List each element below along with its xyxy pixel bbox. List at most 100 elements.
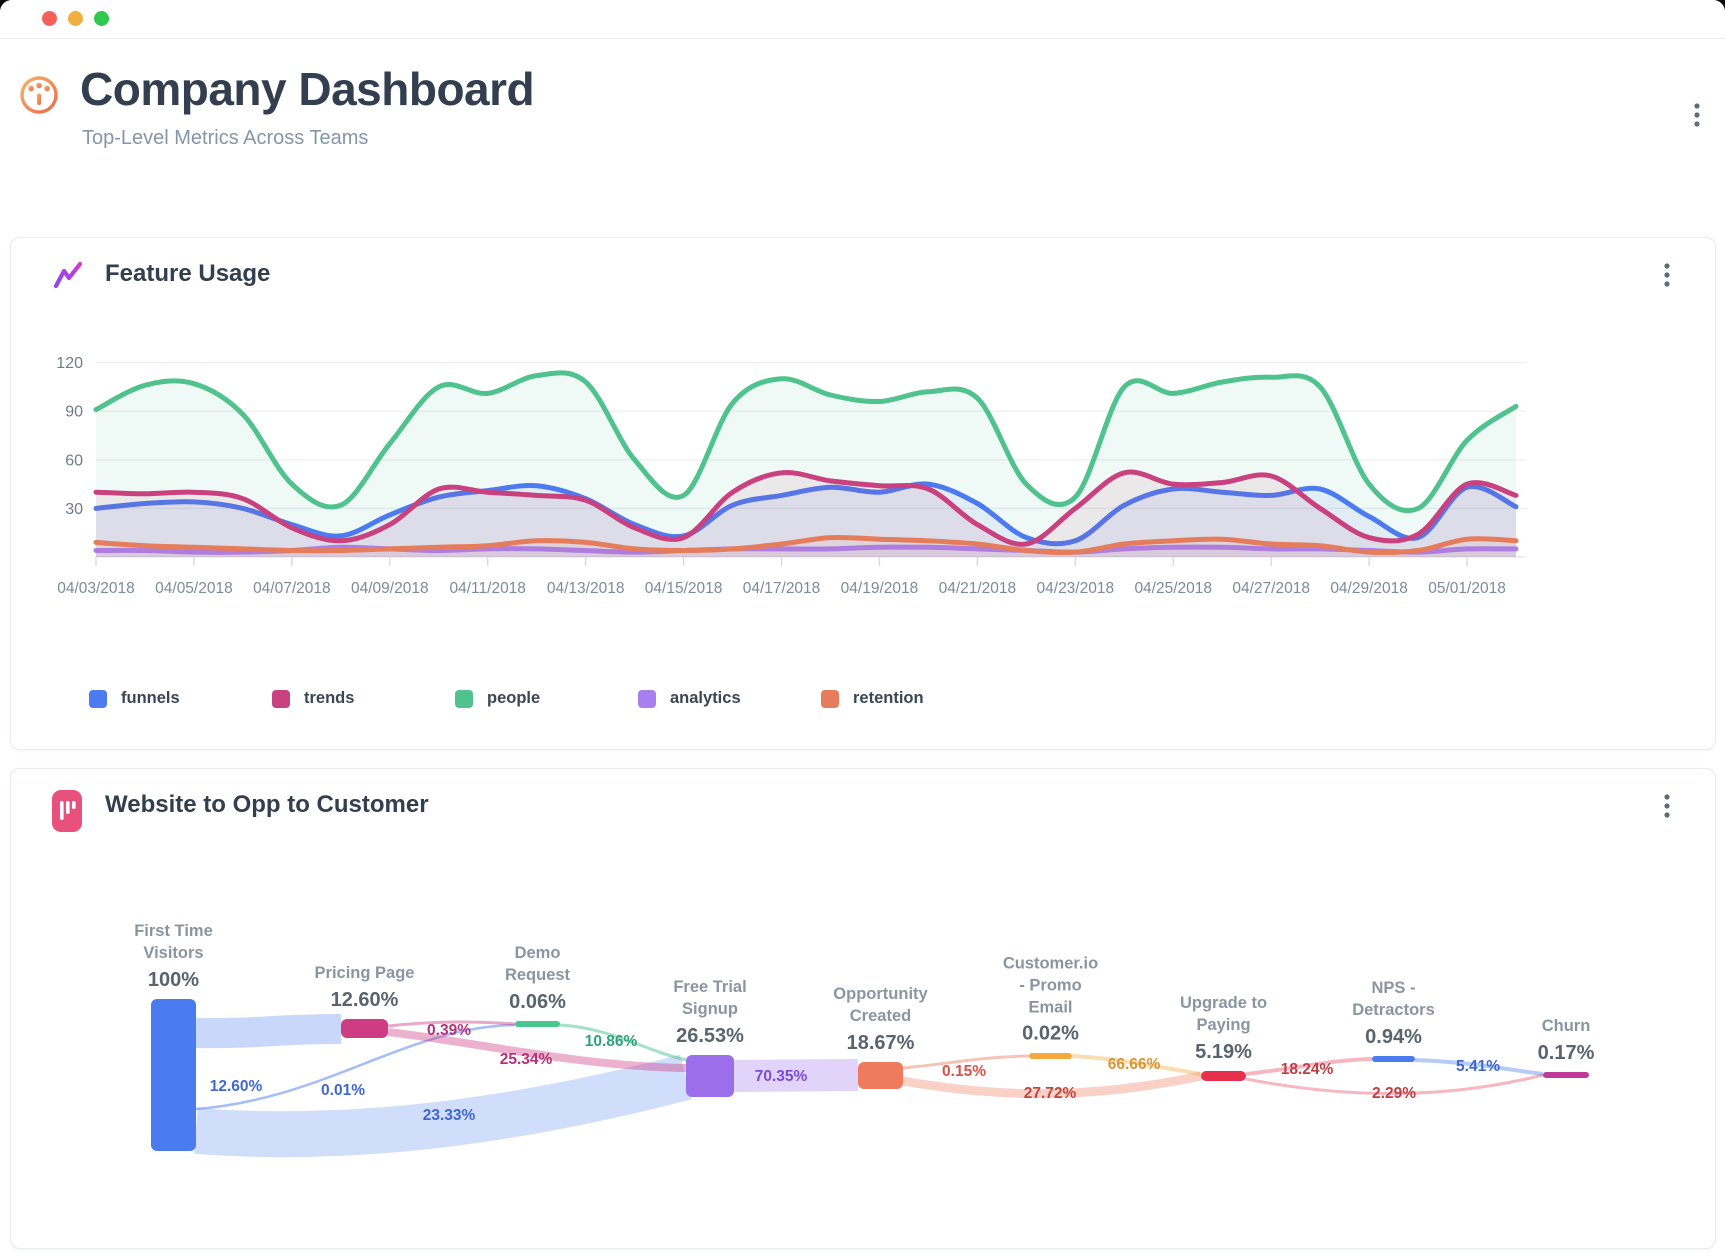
feature-usage-chart: 30 60 90 120 04/03/2018 04/05/2018 04/07/2018 0… [11,238,1715,749]
x-axis-tick-label: 04/15/2018 [645,580,723,597]
y-axis-tick-label: 90 [65,404,83,421]
kebab-menu-icon [1694,103,1700,127]
x-axis-tick-label: 04/09/2018 [351,580,429,597]
card-title-feature-usage: Feature Usage [105,260,271,287]
sankey-link-label-first_time_visitors-to-demo_request: 0.01% [321,1082,365,1099]
sankey-node-name: First Time Visitors [134,922,213,962]
sankey-link-label-free_trial_signup-to-opportunity_created: 70.35% [754,1068,808,1085]
sankey-link-pricing_page-to-free_trial_signup[interactable] [387,1028,687,1072]
trend-line-icon [51,258,87,299]
sankey-node-percent: 18.67% [846,1031,915,1054]
sankey-link-label-upgrade_to_paying-to-churn: 2.29% [1372,1085,1416,1102]
x-axis-tick-label: 04/07/2018 [253,580,331,597]
sankey-node-customerio_promo_email[interactable] [1029,1053,1072,1059]
window-titlebar [0,0,1725,39]
card-title-funnel: Website to Opp to Customer [105,791,429,818]
minimize-window-button[interactable] [68,11,83,26]
sankey-link-free_trial_signup-to-opportunity_created[interactable] [733,1059,859,1092]
legend-swatch-people [455,689,473,708]
sankey-node-name: Demo Request [504,944,571,984]
sankey-link-label-upgrade_to_paying-to-nps_detractors: 18.24% [1280,1061,1334,1078]
y-axis-tick-label: 30 [65,501,83,518]
sankey-link-first_time_visitors-to-free_trial_signup[interactable] [194,1054,692,1158]
zoom-window-button[interactable] [94,11,109,26]
legend-label: people [487,689,541,707]
legend-swatch-analytics [638,689,656,708]
sankey-node-percent: 100% [147,968,200,991]
x-axis-tick-label: 04/05/2018 [155,580,233,597]
feature-usage-legend: funnels trends people analytics retention [89,689,1004,708]
sankey-link-upgrade_to_paying-to-churn[interactable] [1245,1073,1544,1096]
funnel-bars-icon [51,789,83,838]
legend-swatch-retention [821,689,839,708]
series-line-funnels[interactable] [93,481,1519,547]
sankey-link-nps_detractors-to-churn[interactable] [1414,1058,1544,1076]
feature-usage-menu-button[interactable] [1659,258,1675,292]
sankey-link-label-opportunity_created-to-upgrade_to_paying: 27.72% [1023,1085,1077,1102]
funnel-menu-button[interactable] [1659,789,1675,823]
series-line-retention[interactable] [93,534,1519,556]
kebab-menu-icon [1664,794,1670,818]
x-axis-tick-label: 04/27/2018 [1232,580,1310,597]
sankey-node-nps_detractors[interactable] [1372,1056,1415,1062]
legend-item-funnels[interactable]: funnels [89,689,272,708]
sankey-node-demo_request[interactable] [515,1021,560,1027]
sankey-node-name: NPS - Detractors [1352,979,1435,1019]
sankey-node-first_time_visitors[interactable] [151,999,196,1151]
x-axis-tick-label: 05/01/2018 [1428,580,1506,597]
sankey-node-name: Pricing Page [314,963,415,982]
sankey-node-name: Free Trial Signup [673,978,747,1018]
series-area-funnels [96,483,1516,557]
sankey-node-upgrade_to_paying[interactable] [1201,1071,1246,1081]
sankey-link-label-pricing_page-to-free_trial_signup: 25.34% [499,1051,553,1068]
series-line-people[interactable] [93,370,1519,514]
feature-usage-chart-svg: 30 60 90 120 04/03/2018 04/05/2018 04/07/2018 0… [56,355,1526,597]
sankey-link-first_time_visitors-to-demo_request[interactable] [195,1023,516,1111]
y-axis-tick-label: 120 [56,355,83,372]
page-title: Company Dashboard [80,63,535,115]
close-window-button[interactable] [42,11,57,26]
legend-label: trends [304,689,355,707]
x-axis-tick-label: 04/19/2018 [841,580,919,597]
sankey-node-name: Churn [1541,1016,1591,1035]
sankey-link-demo_request-to-free_trial_signup[interactable] [559,1023,687,1062]
legend-label: funnels [121,689,180,707]
sankey-node-label-churn: Churn 0.17% [1466,1016,1666,1066]
sankey-link-label-customerio_promo_email-to-upgrade_to_paying: 66.66% [1107,1056,1161,1073]
sankey-link-label-pricing_page-to-demo_request: 0.39% [427,1022,471,1039]
legend-label: analytics [670,689,741,707]
sankey-node-free_trial_signup[interactable] [686,1055,734,1097]
sankey-node-opportunity_created[interactable] [858,1062,903,1089]
legend-item-analytics[interactable]: analytics [638,689,821,708]
legend-item-people[interactable]: people [455,689,638,708]
sankey-node-label-opportunity_created: Opportunity Created 18.67% [781,984,981,1056]
sankey-link-pricing_page-to-demo_request[interactable] [387,1020,516,1028]
legend-item-trends[interactable]: trends [272,689,455,708]
sankey-link-label-opportunity_created-to-customerio_promo_email: 0.15% [942,1063,986,1080]
sankey-node-label-free_trial_signup: Free Trial Signup 26.53% [610,977,810,1049]
gauge-icon [16,72,62,123]
sankey-link-opportunity_created-to-customerio_promo_email[interactable] [902,1054,1030,1070]
series-line-analytics[interactable] [93,544,1519,555]
sankey-link-customerio_promo_email-to-upgrade_to_paying[interactable] [1071,1054,1202,1076]
sankey-node-label-first_time_visitors: First Time Visitors 100% [74,921,274,993]
sankey-svg [151,999,1589,1158]
x-axis-tick-label: 04/29/2018 [1330,580,1408,597]
page-menu-button[interactable] [1689,98,1705,132]
window-controls [42,11,109,26]
sankey-node-percent: 12.60% [330,988,399,1011]
sankey-node-percent: 5.19% [1195,1040,1252,1063]
sankey-link-first_time_visitors-to-pricing_page[interactable] [195,1014,342,1049]
sankey-node-churn[interactable] [1543,1072,1589,1078]
x-axis-tick-label: 04/11/2018 [450,580,526,597]
sankey-node-label-demo_request: Demo Request 0.06% [438,943,638,1015]
sankey-link-upgrade_to_paying-to-nps_detractors[interactable] [1245,1057,1373,1076]
series-area-trends [96,472,1516,557]
series-line-trends[interactable] [93,469,1519,547]
x-axis-tick-label: 04/13/2018 [547,580,625,597]
legend-item-retention[interactable]: retention [821,689,1004,708]
sankey-node-percent: 0.06% [509,990,566,1013]
sankey-link-opportunity_created-to-upgrade_to_paying[interactable] [902,1071,1202,1099]
sankey-node-pricing_page[interactable] [341,1019,388,1038]
